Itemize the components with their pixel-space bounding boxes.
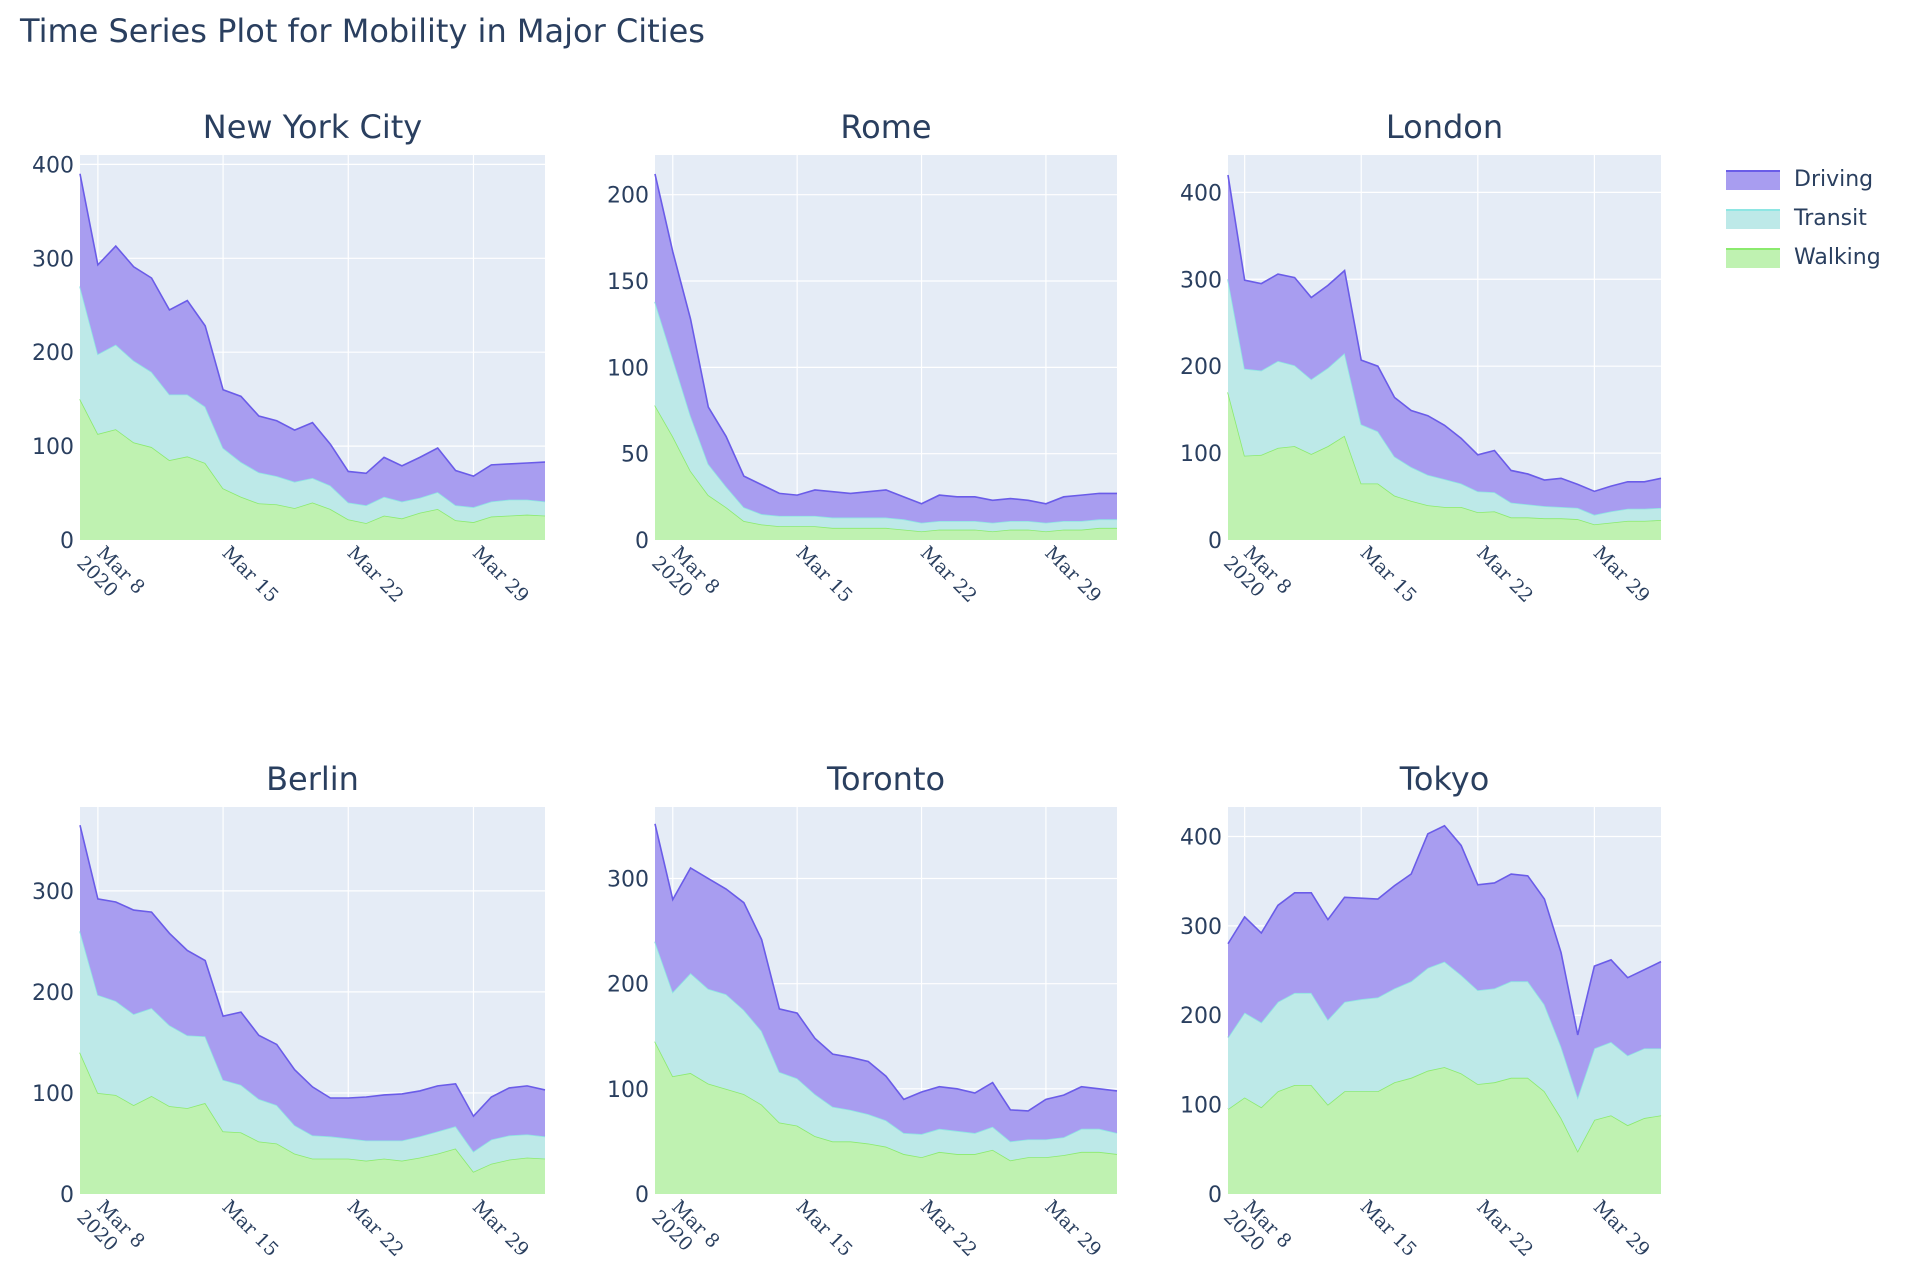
ytick-tokyo-300: 300 [1180,915,1222,940]
ytick-tokyo-0: 0 [1208,1183,1222,1208]
ytick-new-york-city-100: 100 [32,435,74,460]
area-london-transit [1228,279,1661,525]
area-tokyo-driving [1228,825,1661,1098]
legend-label-driving: Driving [1794,167,1874,192]
area-tokyo-transit [1228,961,1661,1152]
xtick-berlin-mar-29: Mar 29 [468,1196,533,1261]
ytick-berlin-100: 100 [32,1082,74,1107]
ytick-london-100: 100 [1180,442,1222,467]
line-toronto-driving [654,823,1118,1112]
line-berlin-driving [79,825,546,1118]
xtick-new-york-city-mar-29: Mar 29 [468,542,533,607]
xtick-toronto-mar-29: Mar 29 [1040,1196,1105,1261]
area-new-york-city-transit [80,286,545,524]
ytick-tokyo-100: 100 [1180,1094,1222,1119]
xtick-berlin-mar-22: Mar 22 [343,1196,408,1261]
ytick-tokyo-400: 400 [1180,825,1222,850]
legend-item-driving[interactable]: Driving [1726,160,1881,199]
xtick-toronto-mar-15: Mar 15 [792,1196,857,1261]
ytick-new-york-city-400: 400 [32,153,74,178]
subplot-title-london: London [1386,108,1503,146]
legend-item-transit[interactable]: Transit [1726,199,1881,238]
legend-label-transit: Transit [1794,206,1867,231]
subplot-title-berlin: Berlin [266,760,359,798]
area-london-walking [1228,392,1661,540]
legend-swatch-walking [1726,247,1780,268]
main-title: Time Series Plot for Mobility in Major C… [20,12,705,50]
ytick-new-york-city-0: 0 [60,529,74,554]
area-toronto-driving [655,823,1117,1142]
ytick-toronto-300: 300 [607,868,649,893]
line-new-york-city-driving [79,173,546,478]
subplot-title-toronto: Toronto [826,760,945,798]
xtick-london-mar-15: Mar 15 [1356,542,1421,607]
xtick-rome-mar-15: Mar 15 [792,542,857,607]
line-tokyo-driving [1227,824,1662,1036]
line-rome-driving [654,173,1117,505]
xtick-tokyo-mar-29: Mar 29 [1589,1196,1654,1261]
ytick-berlin-300: 300 [32,880,74,905]
subplot-title-tokyo: Tokyo [1399,760,1490,798]
legend-item-walking[interactable]: Walking [1726,238,1881,277]
xtick-new-york-city-mar-22: Mar 22 [343,542,408,607]
ytick-london-200: 200 [1180,355,1222,380]
ytick-new-york-city-200: 200 [32,341,74,366]
ytick-rome-0: 0 [635,529,649,554]
ytick-london-400: 400 [1180,181,1222,206]
legend: Driving Transit Walking [1726,160,1881,277]
xtick-tokyo-mar-15: Mar 15 [1356,1196,1421,1261]
xtick-new-york-city-mar-15: Mar 15 [218,542,283,607]
legend-swatch-driving [1726,169,1780,190]
ytick-toronto-200: 200 [607,973,649,998]
area-berlin-walking [80,1052,545,1194]
ytick-berlin-0: 0 [60,1183,74,1208]
legend-swatch-transit [1726,208,1780,229]
ytick-london-300: 300 [1180,268,1222,293]
ytick-rome-200: 200 [607,184,649,209]
xtick-rome-mar-22: Mar 22 [916,542,981,607]
subplot-title-new-york-city: New York City [203,108,422,146]
xtick-toronto-mar-22: Mar 22 [916,1196,981,1261]
ytick-toronto-100: 100 [607,1078,649,1103]
area-toronto-transit [655,941,1117,1161]
legend-label-walking: Walking [1794,245,1881,270]
ytick-london-0: 0 [1208,529,1222,554]
ytick-rome-150: 150 [607,270,649,295]
area-rome-walking [655,405,1117,540]
ytick-new-york-city-300: 300 [32,247,74,272]
xtick-london-mar-29: Mar 29 [1589,542,1654,607]
area-new-york-city-walking [80,399,545,540]
area-berlin-transit [80,931,545,1172]
area-london-driving [1228,174,1661,515]
xtick-berlin-mar-15: Mar 15 [218,1196,283,1261]
ytick-toronto-0: 0 [635,1183,649,1208]
area-berlin-driving [80,825,545,1152]
xtick-rome-mar-29: Mar 29 [1040,542,1105,607]
ytick-rome-50: 50 [621,443,649,468]
ytick-berlin-200: 200 [32,981,74,1006]
line-london-driving [1227,174,1662,493]
subplot-title-rome: Rome [840,108,931,146]
xtick-tokyo-mar-22: Mar 22 [1472,1196,1537,1261]
ytick-tokyo-200: 200 [1180,1004,1222,1029]
xtick-london-mar-22: Mar 22 [1472,542,1537,607]
ytick-rome-100: 100 [607,356,649,381]
area-new-york-city-driving [80,173,545,508]
